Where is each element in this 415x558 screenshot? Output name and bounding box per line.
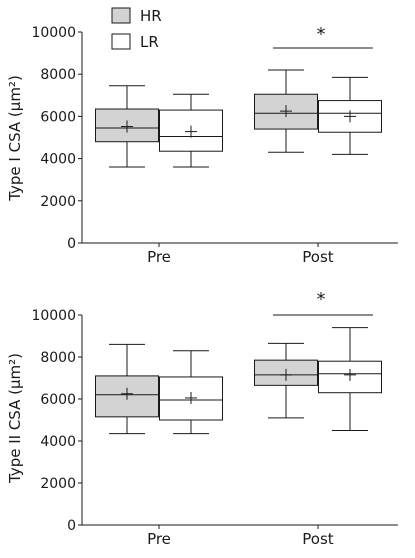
x-tick-label-pre: Pre <box>147 530 171 548</box>
box-hr-post <box>254 342 318 419</box>
panel-2: 0 2000 4000 6000 8000 10000 Type II CSA (µm²) P… <box>6 289 398 548</box>
y-tick-label: 4000 <box>40 434 76 450</box>
box-hr-pre <box>95 343 159 435</box>
box-hr-post <box>254 69 318 153</box>
x-tick-label-post: Post <box>302 530 334 548</box>
significance-asterisk: * <box>317 289 326 310</box>
legend-swatch-lr <box>111 33 131 50</box>
y-tick-label: 0 <box>67 518 76 534</box>
y-tick-label: 10000 <box>31 25 76 41</box>
box-lr-pre <box>159 93 223 168</box>
box-hr-pre <box>95 85 159 168</box>
y-tick-label: 8000 <box>40 350 76 366</box>
significance-asterisk: * <box>317 24 326 45</box>
legend-label-lr: LR <box>140 33 159 51</box>
box-lr-post <box>318 76 382 155</box>
y-tick-label: 6000 <box>40 109 76 125</box>
y-axis-label: Type II CSA (µm²) <box>6 353 24 484</box>
y-tick-label: 2000 <box>40 194 76 210</box>
x-tick-label-post: Post <box>302 248 334 266</box>
legend-label-hr: HR <box>140 7 162 25</box>
y-tick-label: 8000 <box>40 67 76 83</box>
legend-swatch-hr <box>111 7 131 24</box>
y-tick-label: 4000 <box>40 152 76 168</box>
y-axis-label: Type I CSA (µm²) <box>6 75 24 202</box>
y-tick-label: 10000 <box>31 308 76 324</box>
x-tick-label-pre: Pre <box>147 248 171 266</box>
panel-1: 0 2000 4000 6000 8000 10000 Type I CSA (µm²) Pr… <box>6 24 398 266</box>
y-tick-label: 6000 <box>40 392 76 408</box>
y-tick-label: 0 <box>67 236 76 252</box>
box-lr-pre <box>159 350 223 435</box>
box-lr-post <box>318 327 382 431</box>
y-tick-label: 2000 <box>40 476 76 492</box>
